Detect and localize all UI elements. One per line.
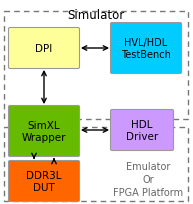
Text: DPI: DPI (35, 44, 53, 54)
Text: Emulator
Or
FPGA Platform: Emulator Or FPGA Platform (113, 161, 183, 197)
Text: SimXL
Wrapper: SimXL Wrapper (22, 120, 66, 143)
FancyBboxPatch shape (8, 161, 80, 202)
FancyBboxPatch shape (8, 106, 80, 157)
Text: DDR3L
DUT: DDR3L DUT (26, 170, 62, 192)
FancyBboxPatch shape (8, 28, 80, 69)
Text: HDL
Driver: HDL Driver (126, 119, 158, 142)
Text: Simulator: Simulator (67, 9, 125, 22)
FancyBboxPatch shape (111, 23, 181, 74)
Bar (4, 12, 188, 119)
Bar (4, 127, 188, 201)
Text: HVL/HDL
TestBench: HVL/HDL TestBench (121, 38, 171, 60)
FancyBboxPatch shape (111, 110, 174, 151)
